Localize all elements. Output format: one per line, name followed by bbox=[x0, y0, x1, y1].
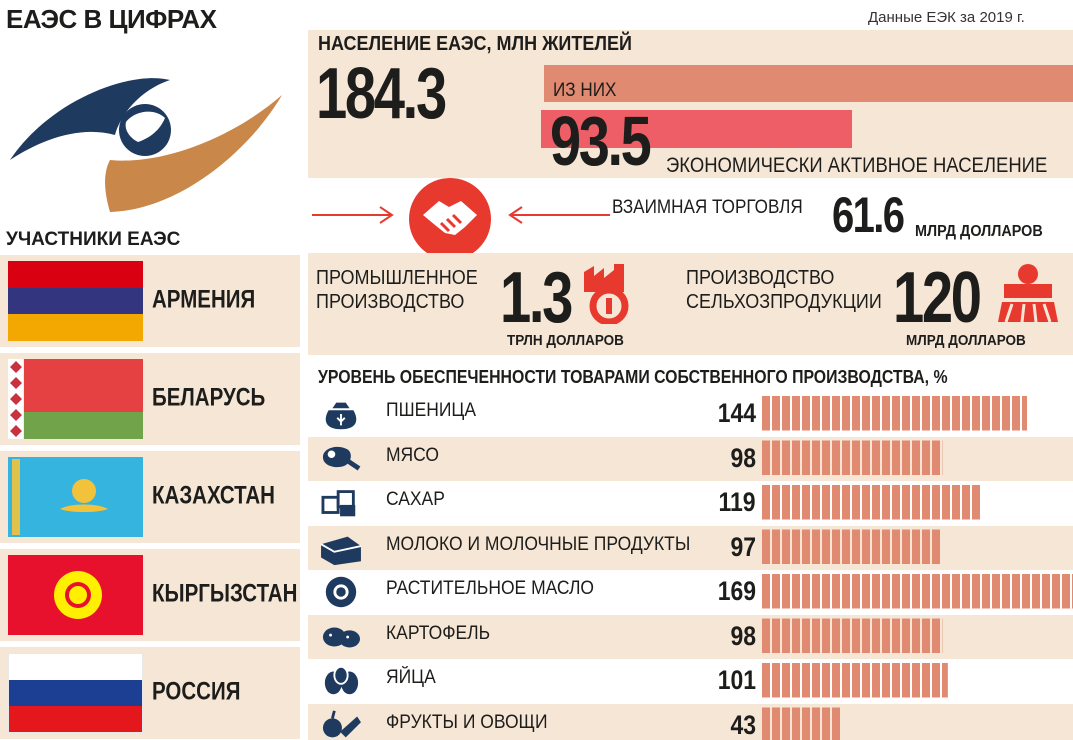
category-label: ЯЙЦА bbox=[386, 667, 436, 689]
population-title: НАСЕЛЕНИЕ ЕАЭС, МЛН ЖИТЕЛЕЙ bbox=[318, 33, 632, 56]
category-label: РАСТИТЕЛЬНОЕ МАСЛО bbox=[386, 578, 594, 600]
trade-unit: МЛРД ДОЛЛАРОВ bbox=[915, 223, 1043, 241]
industry-unit: ТРЛН ДОЛЛАРОВ bbox=[507, 332, 624, 349]
country-armenia: АРМЕНИЯ bbox=[152, 286, 255, 315]
agriculture-label-line1: ПРОИЗВОДСТВО bbox=[686, 266, 834, 290]
eaeu-logo-icon bbox=[10, 60, 282, 215]
population-total: 184.3 bbox=[316, 58, 445, 130]
page-title: ЕАЭС В ЦИФРАХ bbox=[6, 4, 217, 35]
category-label: ФРУКТЫ И ОВОЩИ bbox=[386, 712, 548, 734]
value-label: 101 bbox=[718, 665, 756, 696]
sunflower-icon bbox=[318, 573, 364, 611]
population-total-bar bbox=[544, 65, 1073, 102]
flag-armenia-icon bbox=[8, 261, 143, 341]
agriculture-value: 120 bbox=[893, 262, 980, 334]
industry-label-line2: ПРОИЗВОДСТВО bbox=[316, 290, 464, 314]
category-label: САХАР bbox=[386, 489, 445, 511]
agriculture-label-line2: СЕЛЬХОЗПРОДУКЦИИ bbox=[686, 290, 882, 314]
tractor-field-icon bbox=[996, 262, 1060, 324]
trade-label: ВЗАИМНАЯ ТОРГОВЛЯ bbox=[612, 197, 803, 219]
factory-gear-icon bbox=[580, 262, 638, 324]
industry-value: 1.3 bbox=[500, 262, 571, 334]
fruits-vegetables-icon bbox=[318, 707, 364, 740]
value-label: 98 bbox=[730, 621, 756, 652]
population-active-label: ЭКОНОМИЧЕСКИ АКТИВНОЕ НАСЕЛЕНИЕ bbox=[666, 154, 1047, 178]
flag-kazakhstan-icon bbox=[8, 457, 143, 537]
flag-russia-icon bbox=[8, 653, 143, 733]
country-kyrgyzstan: КЫРГЫЗСТАН bbox=[152, 580, 297, 609]
wheat-sack-icon bbox=[318, 395, 364, 433]
source-note: Данные ЕЭК за 2019 г. bbox=[868, 9, 1025, 26]
eggs-icon bbox=[318, 662, 364, 700]
handshake-icon bbox=[405, 177, 495, 261]
trade-value: 61.6 bbox=[832, 190, 903, 240]
category-label: МОЛОКО И МОЛОЧНЫЕ ПРОДУКТЫ bbox=[386, 534, 690, 556]
industry-label-line1: ПРОМЫШЛЕННОЕ bbox=[316, 266, 478, 290]
agriculture-unit: МЛРД ДОЛЛАРОВ bbox=[906, 332, 1026, 349]
value-label: 144 bbox=[718, 398, 756, 429]
country-kazakhstan: КАЗАХСТАН bbox=[152, 482, 275, 511]
members-heading: УЧАСТНИКИ ЕАЭС bbox=[6, 229, 180, 251]
value-label: 169 bbox=[718, 576, 756, 607]
flag-kyrgyzstan-icon bbox=[8, 555, 143, 635]
milk-carton-icon bbox=[318, 529, 364, 567]
value-label: 97 bbox=[730, 532, 756, 563]
value-label: 119 bbox=[719, 487, 756, 518]
chart-title: УРОВЕНЬ ОБЕСПЕЧЕННОСТИ ТОВАРАМИ СОБСТВЕН… bbox=[318, 367, 948, 388]
meat-leg-icon bbox=[318, 440, 364, 478]
country-russia: РОССИЯ bbox=[152, 678, 240, 707]
country-belarus: БЕЛАРУСЬ bbox=[152, 384, 265, 413]
population-of-them: ИЗ НИХ bbox=[553, 80, 616, 102]
population-active: 93.5 bbox=[550, 106, 649, 176]
flag-belarus-icon bbox=[8, 359, 143, 439]
category-label: ПШЕНИЦА bbox=[386, 400, 476, 422]
sugar-cubes-icon bbox=[318, 484, 364, 522]
category-label: МЯСО bbox=[386, 445, 439, 467]
value-label: 98 bbox=[730, 443, 756, 474]
potato-icon bbox=[318, 618, 364, 656]
value-label: 43 bbox=[730, 710, 756, 740]
category-label: КАРТОФЕЛЬ bbox=[386, 623, 490, 645]
